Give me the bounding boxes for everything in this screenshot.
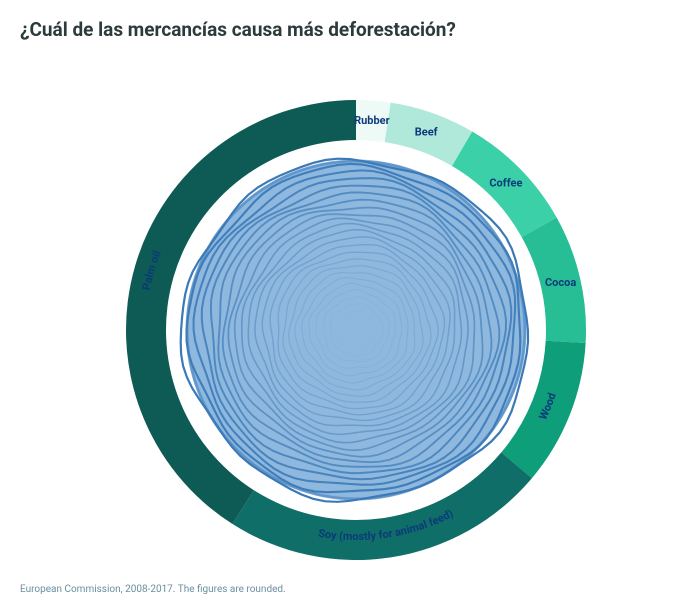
source-footnote: European Commission, 2008-2017. The figu… bbox=[20, 584, 286, 595]
infographic-page: ¿Cuál de las mercancías causa más defore… bbox=[0, 0, 696, 603]
donut-slice-label: Beef bbox=[415, 126, 438, 139]
tree-ring-illustration bbox=[181, 159, 528, 502]
donut-chart-container: RubberBeefCoffeeCocoaWoodSoy (mostly for… bbox=[96, 70, 616, 590]
page-title: ¿Cuál de las mercancías causa más defore… bbox=[20, 18, 676, 41]
donut-slice-label: Coffee bbox=[489, 176, 522, 189]
donut-slice-label: Rubber bbox=[354, 114, 390, 127]
donut-slice-label: Cocoa bbox=[545, 276, 576, 289]
donut-chart: RubberBeefCoffeeCocoaWoodSoy (mostly for… bbox=[96, 70, 616, 590]
